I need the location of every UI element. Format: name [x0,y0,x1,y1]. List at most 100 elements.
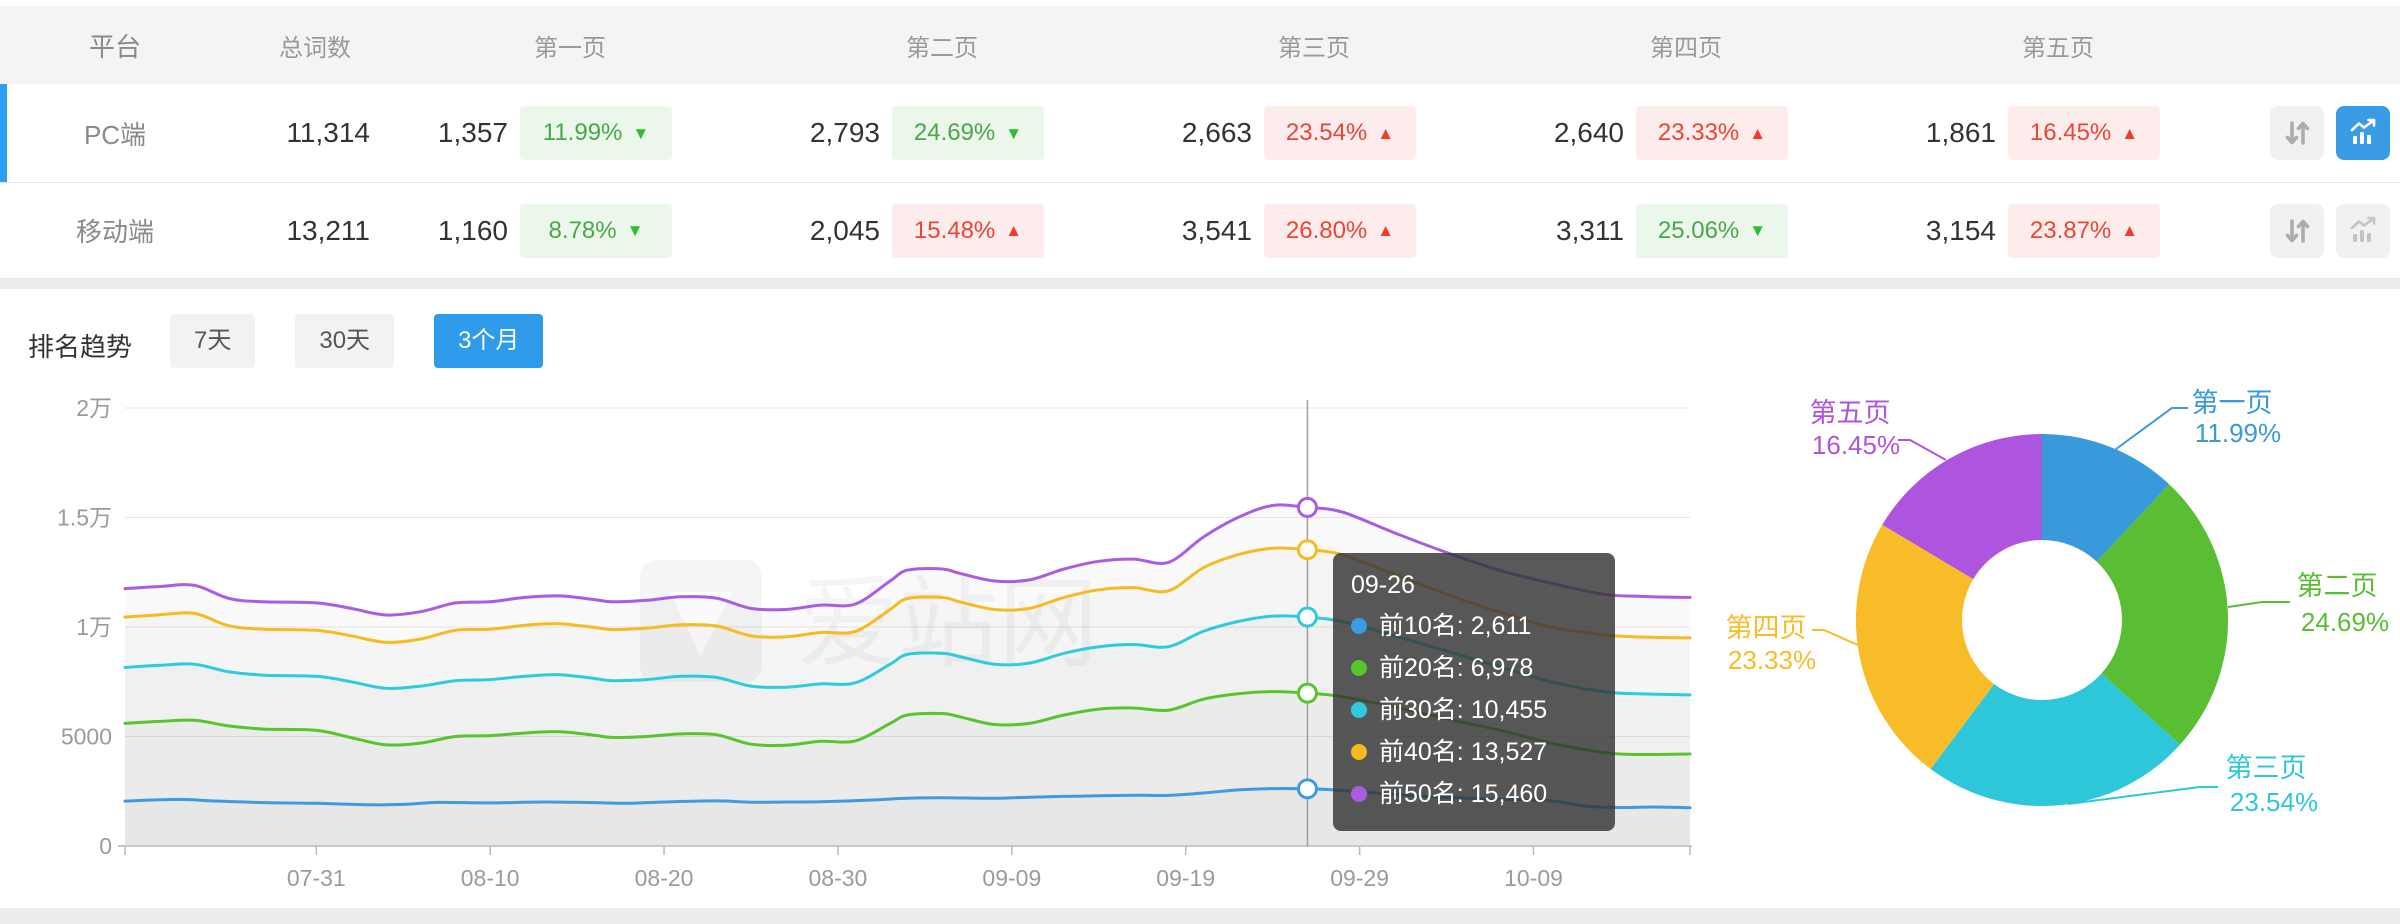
platform-name: 移动端 [75,217,154,247]
x-axis-label: 10-09 [1504,865,1563,891]
series-area-前50名 [125,504,1690,846]
table-row-pc[interactable]: PC端 11,314 1,357 11.99% ▼ 2,793 24.69% ▼ 2,663 23… [0,84,2400,183]
arrow-up-icon: ▲ [1377,123,1395,143]
donut-slice-第二页[interactable] [2096,484,2228,745]
page5-cell: 3,154 23.87% ▲ [1888,203,2260,258]
chart-tooltip: 09-26 前10名: 2,611 前20名: 6,978 前30名: 10,455 前… [1333,553,1615,831]
hover-marker-前20名 [1296,682,1318,704]
donut-label-name: 第三页 [2226,753,2307,783]
donut-label-name: 第一页 [2192,388,2273,418]
tooltip-item: 前50名: 15,460 [1351,773,1597,815]
page4-count: 3,311 [1556,214,1624,246]
page2-change-badge: 24.69% ▼ [892,106,1044,160]
page1-change-badge: 8.78% ▼ [520,203,672,258]
rank-trend-line-chart[interactable]: 0 5000 1万 1.5万 2万爱站网 07-31 08-10 08-20 08-30 09-0… [0,370,1700,908]
trend-chart-icon [2350,118,2376,144]
tooltip-item: 前30名: 10,455 [1351,689,1597,731]
page3-cell: 2,663 23.54% ▲ [1144,106,1516,160]
page3-change-badge: 23.54% ▲ [1264,106,1416,160]
y-axis-label: 2万 [76,395,112,421]
series-area-前20名 [125,691,1690,846]
y-axis-label: 1.5万 [57,505,112,531]
donut-slice-第一页[interactable] [2042,434,2170,562]
page4-cell: 2,640 23.33% ▲ [1516,106,1888,160]
col-header-platform: 平台 [88,31,141,62]
y-axis-label: 5000 [61,724,112,750]
donut-label-leader-第五页 [1898,439,1947,461]
swap-vertical-icon [2285,121,2310,145]
tooltip-item-text: 前30名: 10,455 [1379,696,1548,724]
x-axis-label: 08-20 [635,865,694,891]
arrow-down-icon: ▼ [1749,221,1767,240]
y-axis-label: 1万 [76,614,112,640]
change-percent: 8.78% [548,216,617,244]
donut-label-percent: 16.45% [1812,430,1900,460]
donut-label-name: 第二页 [2297,571,2378,601]
col-header-total-words: 总词数 [279,34,351,62]
platform-summary-table: 平台 总词数 第一页 第二页 第三页 第四页 第五页 PC端 11,314 1,357 11.99… [0,0,2400,279]
col-header-page-1: 第一页 [534,34,606,62]
row-actions [2260,106,2400,160]
tooltip-item-text: 前40名: 13,527 [1379,738,1548,766]
show-trend-chart-button[interactable] [2336,106,2390,160]
page1-cell: 1,357 11.99% ▼ [400,106,772,160]
change-percent: 15.48% [913,216,996,244]
tooltip-item-text: 前10名: 2,611 [1379,612,1532,640]
total-words-value: 11,314 [286,117,370,148]
page3-count: 2,663 [1181,117,1252,148]
page2-cell: 2,045 15.48% ▲ [772,203,1144,258]
change-percent: 16.45% [2029,119,2112,146]
page2-change-badge: 15.48% ▲ [892,203,1044,258]
col-header-page-2: 第二页 [906,34,978,62]
show-trend-chart-button[interactable] [2336,203,2390,258]
row-actions [2260,203,2400,258]
page1-count: 1,160 [437,214,508,246]
x-axis-label: 09-09 [982,865,1041,891]
table-row-mobile[interactable]: 移动端 13,211 1,160 8.78% ▼ 2,045 15.48% ▲ 3,541 26.… [0,183,2400,279]
donut-label-leader-第二页 [2227,601,2290,608]
hover-marker-前40名 [1296,539,1318,561]
y-axis-label: 0 [99,833,112,859]
series-dot-icon [1351,660,1367,676]
page5-count: 3,154 [1925,214,1996,246]
page4-change-badge: 25.06% ▼ [1636,203,1788,258]
page5-cell: 1,861 16.45% ▲ [1888,106,2260,160]
trend-chart-icon [2350,216,2376,242]
donut-slice-第五页[interactable] [1882,434,2042,580]
change-percent: 26.80% [1285,216,1368,244]
series-dot-icon [1351,618,1367,634]
hover-marker-前30名 [1296,606,1318,628]
page1-count: 1,357 [437,117,508,148]
donut-label-leader-第三页 [2067,786,2218,805]
trend-tab-30d[interactable]: 30天 [295,314,395,368]
donut-slice-第三页[interactable] [1930,673,2181,807]
compare-sort-button[interactable] [2270,203,2324,258]
page3-count: 3,541 [1181,214,1252,246]
change-percent: 24.69% [913,119,996,146]
donut-label-leader-第四页 [1812,629,1861,647]
series-line-前50名[interactable] [123,503,1692,617]
arrow-down-icon: ▼ [1005,123,1023,143]
series-dot-icon [1351,744,1367,760]
col-header-page-5: 第五页 [2022,34,2094,62]
page5-change-badge: 23.87% ▲ [2008,203,2160,258]
tooltip-date: 09-26 [1351,571,1415,599]
hover-marker-前50名 [1296,496,1318,518]
trend-tab-3m[interactable]: 3个月 [434,314,544,368]
arrow-up-icon: ▲ [2121,221,2139,240]
page5-count: 1,861 [1925,117,1996,148]
series-dot-icon [1351,702,1367,718]
page3-cell: 3,541 26.80% ▲ [1144,203,1516,258]
tooltip-item: 前40名: 13,527 [1351,731,1597,773]
compare-sort-button[interactable] [2270,106,2324,160]
trend-tab-7d[interactable]: 7天 [170,314,256,368]
trend-range-tabs: 7天 30天 3个月 [170,314,544,368]
page2-count: 2,793 [809,117,880,148]
hover-marker-前10名 [1296,778,1318,800]
change-percent: 23.54% [1285,119,1368,146]
swap-vertical-icon [2285,218,2310,243]
x-axis-label: 07-31 [287,865,346,891]
donut-slice-第四页[interactable] [1855,524,1995,769]
donut-label-percent: 11.99% [2195,418,2281,448]
